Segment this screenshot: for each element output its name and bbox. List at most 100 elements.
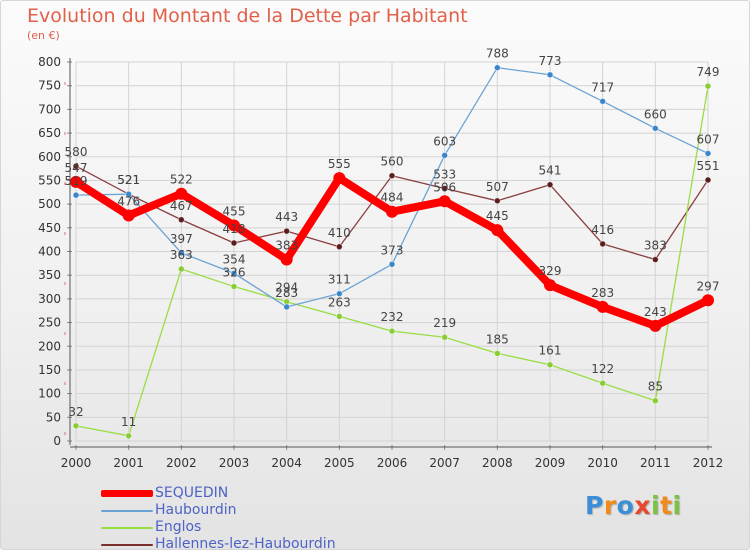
- data-label: 541: [539, 164, 562, 178]
- data-point: [125, 432, 133, 440]
- x-tick-label: 2010: [587, 456, 618, 470]
- y-tick-label: 250: [38, 316, 61, 330]
- proxiti-logo: Proxiti: [585, 491, 682, 520]
- data-point: [651, 124, 659, 132]
- x-tick-label: 2007: [429, 456, 460, 470]
- data-point: [386, 205, 398, 218]
- data-label: 85: [648, 380, 663, 394]
- y-tick-label: 800: [38, 55, 61, 69]
- x-tick-label: 2012: [693, 456, 724, 470]
- chart-title: Evolution du Montant de la Dette par Hab…: [27, 5, 468, 27]
- y-tick-label: 600: [38, 150, 61, 164]
- legend-swatch-haubourdin: [101, 510, 153, 512]
- logo-letter: i: [651, 491, 661, 520]
- data-label: 773: [539, 54, 562, 68]
- data-point: [72, 162, 80, 170]
- data-point: [704, 82, 712, 90]
- data-point: [335, 313, 343, 320]
- logo-letter: P: [585, 491, 604, 520]
- data-point: [72, 191, 80, 199]
- legend-swatch-sequedin: [101, 490, 153, 497]
- x-tick-label: 2009: [535, 456, 566, 470]
- data-label: 11: [121, 415, 136, 429]
- data-label: 484: [381, 191, 404, 205]
- data-point: [230, 239, 238, 247]
- data-point: [388, 260, 396, 268]
- data-point: [651, 256, 659, 263]
- data-label: 788: [486, 47, 509, 61]
- logo-letter: i: [672, 491, 682, 520]
- data-label: 397: [170, 232, 193, 246]
- data-point: [544, 279, 556, 292]
- x-tick-label: 2011: [640, 456, 671, 470]
- x-tick-label: 2006: [377, 456, 408, 470]
- data-label: 717: [591, 80, 614, 94]
- data-label: 283: [275, 286, 298, 300]
- data-label: 607: [697, 132, 720, 146]
- data-point: [599, 97, 607, 105]
- data-label: 161: [539, 344, 562, 358]
- data-label: 383: [275, 239, 298, 253]
- data-label: 660: [644, 107, 667, 121]
- data-label: 519: [65, 174, 88, 188]
- data-label: 185: [486, 332, 509, 346]
- y-tick-label: 700: [38, 102, 61, 116]
- data-point: [388, 172, 396, 180]
- data-label: 297: [697, 279, 720, 293]
- data-label: 560: [381, 155, 404, 169]
- data-point: [72, 422, 80, 430]
- data-label: 32: [68, 405, 83, 419]
- chart-subtitle: (en €): [27, 29, 60, 42]
- data-point: [441, 151, 449, 159]
- data-label: 467: [170, 199, 193, 213]
- data-point: [70, 175, 82, 188]
- data-label: 354: [223, 252, 246, 266]
- data-point: [280, 253, 293, 266]
- data-point: [335, 243, 343, 251]
- data-label: 410: [328, 226, 351, 240]
- data-label: 373: [381, 243, 404, 257]
- data-label: 506: [433, 180, 456, 194]
- data-label: 418: [223, 222, 246, 236]
- logo-letter: o: [616, 491, 635, 520]
- logo-letter: t: [660, 491, 673, 520]
- y-tick-label: 750: [38, 79, 61, 93]
- data-label: 749: [697, 65, 720, 79]
- data-point: [177, 265, 185, 273]
- y-tick-label: 150: [38, 363, 61, 377]
- x-tick-label: 2000: [61, 456, 92, 470]
- data-label: 416: [591, 223, 614, 237]
- data-point: [651, 397, 659, 405]
- data-point: [546, 181, 554, 189]
- x-tick-label: 2001: [113, 456, 144, 470]
- data-label: 455: [223, 204, 246, 218]
- data-point: [546, 361, 554, 369]
- data-label: 219: [433, 316, 456, 330]
- y-tick-label: 450: [38, 221, 61, 235]
- x-tick-label: 2008: [482, 456, 513, 470]
- data-label: 263: [328, 295, 351, 309]
- legend-label-hallennes: Hallennes-lez-Haubourdin: [155, 536, 336, 550]
- y-tick-label: 200: [38, 339, 61, 353]
- data-label: 445: [486, 209, 509, 223]
- data-point: [649, 319, 662, 332]
- y-tick-label: 350: [38, 268, 61, 282]
- data-label: 329: [539, 264, 562, 278]
- data-label: 603: [433, 134, 456, 148]
- y-tick-label: 300: [38, 292, 61, 306]
- data-point: [333, 172, 346, 185]
- data-label: 122: [591, 362, 614, 376]
- data-label: 294: [275, 281, 298, 295]
- data-label: 283: [591, 286, 614, 300]
- logo-letter: x: [634, 491, 651, 520]
- data-point: [546, 71, 554, 79]
- data-label: 551: [697, 159, 720, 173]
- data-point: [493, 349, 501, 357]
- y-tick-label: 500: [38, 197, 61, 211]
- data-label: 521: [117, 173, 140, 187]
- legend-label-sequedin: SEQUEDIN: [155, 485, 229, 501]
- x-tick-label: 2003: [219, 456, 250, 470]
- data-label: 232: [381, 310, 404, 324]
